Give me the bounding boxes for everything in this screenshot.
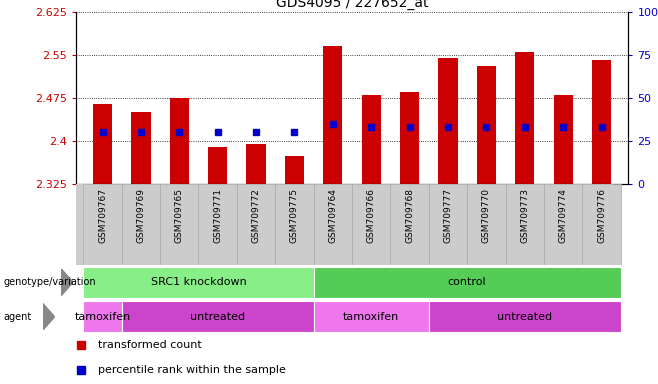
Text: tamoxifen: tamoxifen [343,312,399,322]
Bar [170,98,189,184]
Bar [515,52,534,184]
Text: GSM709777: GSM709777 [443,189,453,243]
Bar [390,184,429,265]
Bar [553,95,572,184]
Bar [544,184,582,265]
Text: untreated: untreated [497,312,552,322]
Bar [132,112,151,184]
Text: SRC1 knockdown: SRC1 knockdown [151,277,246,287]
Text: GSM709775: GSM709775 [290,189,299,243]
Text: control: control [448,277,486,287]
Polygon shape [43,303,55,330]
Bar [314,267,620,298]
Bar [400,92,419,184]
Text: tamoxifen: tamoxifen [74,312,131,322]
Title: GDS4095 / 227652_at: GDS4095 / 227652_at [276,0,428,10]
Text: GSM709773: GSM709773 [520,189,529,243]
Text: GSM709765: GSM709765 [175,189,184,243]
Bar [122,301,314,332]
Bar [84,184,122,265]
Polygon shape [61,269,73,296]
Bar [438,58,457,184]
Bar [237,184,275,265]
Bar [275,184,314,265]
Bar [208,147,227,184]
Bar [285,156,304,184]
Text: transformed count: transformed count [98,340,201,350]
Bar [247,144,266,184]
Bar [199,184,237,265]
Bar [592,60,611,184]
Text: GSM709771: GSM709771 [213,189,222,243]
Bar [314,184,352,265]
Text: GSM709764: GSM709764 [328,189,338,243]
Text: GSM709772: GSM709772 [251,189,261,243]
Bar [323,46,342,184]
Bar [84,267,314,298]
Text: GSM709768: GSM709768 [405,189,414,243]
Text: GSM709769: GSM709769 [136,189,145,243]
Bar [467,184,505,265]
Bar [122,184,160,265]
Bar [477,66,496,184]
Text: untreated: untreated [190,312,245,322]
Bar [429,301,620,332]
Bar [160,184,199,265]
Text: GSM709774: GSM709774 [559,189,568,243]
Bar [582,184,620,265]
Text: percentile rank within the sample: percentile rank within the sample [98,365,286,375]
Bar [429,184,467,265]
Bar [84,301,122,332]
Bar [505,184,544,265]
Bar [352,184,390,265]
Text: GSM709766: GSM709766 [367,189,376,243]
Bar [362,95,381,184]
Text: GSM709770: GSM709770 [482,189,491,243]
Text: GSM709767: GSM709767 [98,189,107,243]
Bar [314,301,429,332]
Text: genotype/variation: genotype/variation [3,277,96,287]
Text: agent: agent [3,312,32,322]
Bar [93,104,112,184]
Text: GSM709776: GSM709776 [597,189,606,243]
